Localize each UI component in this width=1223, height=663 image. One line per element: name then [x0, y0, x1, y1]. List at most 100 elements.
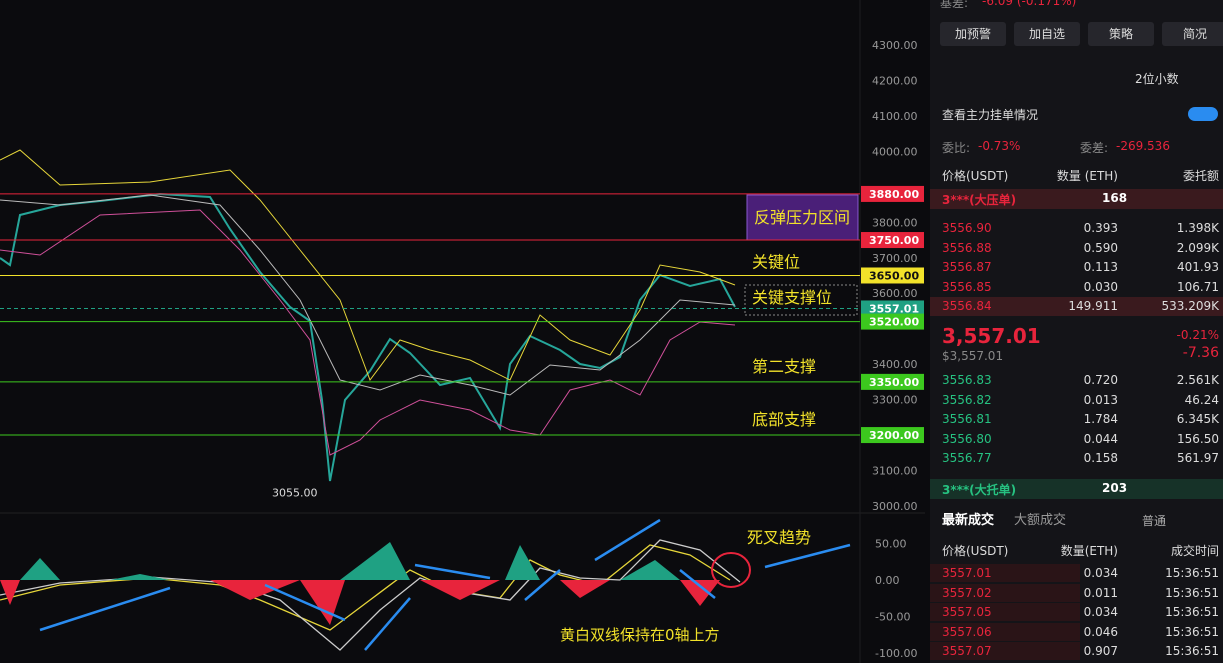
ask-cell: 3556.85	[942, 279, 992, 294]
trade-header: 价格(USDT)	[942, 544, 1009, 558]
low-label: 3055.00	[272, 486, 318, 499]
level-tag-label: 3557.01	[869, 302, 919, 315]
level-tag	[861, 185, 924, 202]
ask-cell: 3556.88	[942, 240, 992, 255]
bid-cell: 0.013	[1083, 392, 1118, 407]
y-tick-label: 3100.00	[872, 465, 918, 478]
column-header: 数量 (ETH)	[1056, 169, 1118, 183]
level-tag	[861, 232, 924, 249]
tab[interactable]: 最新成交	[942, 513, 995, 528]
bollinger-upper	[0, 149, 736, 382]
y-tick-label: 3700.00	[872, 252, 918, 265]
ratio-label: 委比:	[942, 141, 971, 155]
macd-hist-neg	[0, 580, 720, 625]
bid-cell: 0.044	[1083, 431, 1118, 446]
annotation-arrows	[39, 518, 851, 651]
trade-bg	[930, 642, 1080, 660]
trade-cell: 3557.06	[942, 624, 992, 639]
level-annotation: 底部支撑	[752, 410, 816, 429]
trade-bg	[930, 564, 1080, 582]
highlight-circle	[711, 552, 751, 588]
button[interactable]: 加预警	[940, 22, 1006, 46]
y-tick-label: 4100.00	[872, 110, 918, 123]
big-bid-label: 3***(大托单)	[942, 483, 1017, 497]
bollinger-mid	[0, 194, 736, 396]
macd-dif	[0, 544, 731, 631]
ask-cell: 533.209K	[1161, 299, 1220, 313]
change-pct: -0.21%	[1176, 328, 1219, 342]
decimals[interactable]: 2位小数	[1135, 72, 1179, 86]
column-header: 价格(USDT)	[942, 169, 1009, 183]
trade-bg	[930, 583, 1080, 602]
trade-cell: 15:36:51	[1165, 585, 1219, 600]
ask-cell: 0.030	[1083, 279, 1118, 294]
toggle[interactable]	[1188, 107, 1218, 121]
big-bid-bg	[930, 479, 1223, 499]
level-tag	[861, 313, 924, 330]
ask-cell: 149.911	[1068, 299, 1118, 313]
basis-value: -6.09 (-0.171%)	[982, 0, 1077, 8]
basis-label: 基差:	[940, 0, 969, 10]
ask-cell: 2.099K	[1176, 240, 1219, 255]
bid-cell: 46.24	[1184, 392, 1219, 407]
tab[interactable]: 大额成交	[1014, 513, 1067, 528]
bid-cell: 156.50	[1177, 431, 1219, 446]
filter[interactable]: 普通	[1142, 514, 1167, 528]
diff-value: -269.536	[1116, 139, 1170, 153]
ask-cell: 0.113	[1083, 260, 1118, 274]
bollinger-lower	[0, 209, 736, 456]
trade-cell: 3557.02	[942, 585, 992, 600]
diff-label: 委差:	[1080, 141, 1109, 155]
macd-tick-label: -50.00	[875, 611, 910, 624]
bid-cell: 0.158	[1083, 451, 1118, 465]
bid-cell: 1.784	[1083, 412, 1118, 426]
trade-cell: 15:36:51	[1165, 566, 1219, 580]
level-tag	[861, 267, 924, 284]
button[interactable]: 策略	[1088, 22, 1154, 46]
big-ask-bg	[930, 189, 1223, 209]
level-annotation: 第二支撑	[752, 357, 816, 376]
toggle-label[interactable]: 查看主力挂单情况	[942, 108, 1039, 122]
y-tick-label: 3400.00	[872, 358, 918, 371]
column-header: 委托额	[1182, 169, 1219, 183]
trade-cell: 0.011	[1083, 585, 1118, 600]
y-tick-label: 4300.00	[872, 39, 918, 52]
ask-cell: 0.393	[1083, 221, 1118, 235]
bid-cell: 0.720	[1083, 373, 1118, 387]
side-panel: 基差: -6.09 (-0.171%) 加预警 加自选 策略 简况 2位小数查看主力挂单情况…	[930, 0, 1223, 663]
bid-cell: 6.345K	[1176, 412, 1219, 426]
level-tag-label: 3650.00	[869, 269, 919, 282]
zone-label: 反弹压力区间	[754, 208, 850, 227]
ask-cell: 401.93	[1177, 260, 1219, 274]
button[interactable]: 简况	[1162, 22, 1223, 46]
trade-cell: 15:36:51	[1165, 644, 1219, 658]
level-tag-label: 3750.00	[869, 234, 919, 247]
big-bid-value: 203	[1102, 481, 1128, 495]
y-tick-label: 4200.00	[872, 74, 918, 87]
support-box	[744, 284, 858, 316]
y-tick-label: 3800.00	[872, 216, 918, 229]
level-annotation: 关键位	[752, 252, 800, 271]
ask-cell: 106.71	[1177, 279, 1219, 294]
bid-cell: 3556.80	[942, 431, 992, 446]
trade-bg	[930, 603, 1080, 621]
trade-cell: 3557.01	[942, 566, 992, 580]
level-tag-label: 3880.00	[869, 188, 919, 201]
price-line	[0, 192, 736, 482]
level-tag-label: 3200.00	[869, 429, 919, 442]
level-tag-label: 3520.00	[869, 316, 919, 329]
level-annotation: 关键支撑位	[752, 288, 832, 307]
y-tick-label: 4000.00	[872, 145, 918, 158]
macd-note: 死叉趋势	[747, 528, 811, 547]
trade-header: 数量(ETH)	[1060, 544, 1118, 558]
macd-caption: 黄白双线保持在0轴上方	[560, 626, 720, 644]
ask-cell: 3556.90	[942, 221, 992, 235]
y-tick-label: 3300.00	[872, 394, 918, 407]
button[interactable]: 加自选	[1014, 22, 1080, 46]
bid-cell: 3556.81	[942, 412, 992, 426]
bid-cell: 561.97	[1177, 451, 1219, 465]
bid-cell: 3556.83	[942, 373, 992, 387]
trade-cell: 3557.05	[942, 605, 992, 619]
ratio-value: -0.73%	[978, 139, 1021, 153]
